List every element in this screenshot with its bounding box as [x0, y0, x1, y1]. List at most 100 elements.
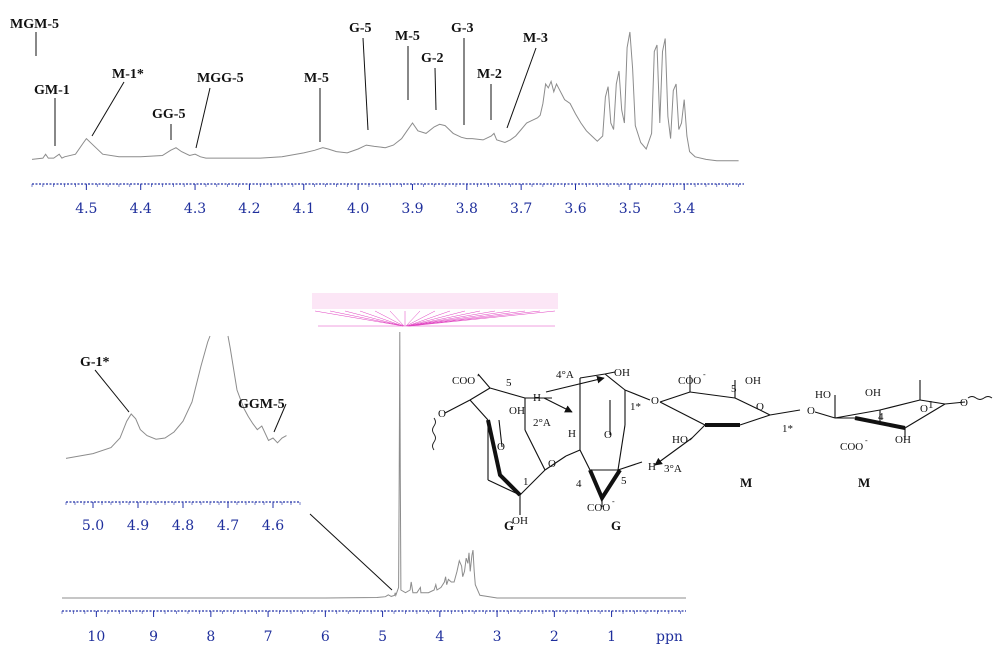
arrow-2a: [543, 397, 573, 413]
full-x-tick-labels: 10 9 8 7 6 5 4 3 2 1: [87, 629, 616, 645]
full-spectrum-panel: 10 9 8 7 6 5 4 3 2 1 ppn: [61, 293, 686, 645]
peak-leader-line: [506, 47, 537, 129]
full-x-axis: [61, 610, 686, 617]
x-tick-label: 4.0: [347, 201, 369, 217]
peak-leader-line: [91, 81, 125, 137]
peak-leader-line: [362, 37, 369, 131]
peak-label: G-3: [451, 21, 474, 36]
inset-connector-line: [309, 513, 393, 591]
peak-leader-line: [195, 87, 211, 149]
svg-text:OH: OH: [895, 434, 911, 446]
svg-text:OH: OH: [865, 387, 881, 399]
svg-text:4: 4: [576, 478, 582, 490]
svg-text:-: -: [703, 370, 706, 379]
svg-text:5: 5: [731, 383, 737, 395]
svg-text:OH: OH: [512, 515, 528, 527]
x-tick-label: 4.6: [262, 518, 284, 534]
x-tick-label: 4.5: [75, 201, 97, 217]
x-tick-label: 3.4: [673, 201, 695, 217]
svg-text:OH: OH: [745, 375, 761, 387]
x-tick-label: 1: [607, 629, 616, 645]
inset-peak-annotations: G-1* GGM-5: [80, 355, 287, 433]
svg-text:COO: COO: [678, 375, 701, 387]
svg-text:1*: 1*: [782, 423, 793, 435]
peak-label: GM-1: [34, 83, 70, 98]
g-ring-right: [565, 371, 651, 507]
peak-pick-markers: [314, 310, 556, 327]
inset-spectrum-line-right: [227, 335, 287, 444]
full-spectrum-line: [62, 331, 686, 599]
svg-text:-: -: [612, 497, 615, 506]
svg-text:2°A: 2°A: [533, 417, 551, 429]
structure-labels: COO - 5 H OH O O 1 O OH 4°A 2°A 3°A OH H…: [438, 367, 968, 533]
inset-x-axis: [65, 501, 301, 508]
x-tick-label: 3: [493, 629, 502, 645]
svg-text:HO: HO: [672, 434, 688, 446]
x-tick-label: 3.9: [401, 201, 423, 217]
peak-label: GG-5: [152, 107, 185, 122]
unit-label-m-2: M: [858, 475, 870, 490]
peak-label: GGM-5: [238, 397, 285, 412]
svg-text:5: 5: [506, 377, 512, 389]
peak-label: G-5: [349, 21, 372, 36]
peak-label: M-2: [477, 67, 502, 82]
peak-leader-line: [94, 369, 130, 413]
svg-text:O: O: [960, 397, 968, 409]
svg-text:1*: 1*: [630, 401, 641, 413]
peak-label: MGG-5: [197, 71, 244, 86]
inset-x-tick-labels: 5.0 4.9 4.8 4.7 4.6: [82, 518, 284, 534]
peak-label: M-1*: [112, 67, 144, 82]
svg-text:H: H: [648, 461, 656, 473]
svg-text:-: -: [865, 436, 868, 445]
svg-text:1: 1: [523, 476, 529, 488]
svg-text:OH: OH: [509, 405, 525, 417]
x-tick-label: 4.9: [127, 518, 149, 534]
svg-text:O: O: [438, 408, 446, 420]
m-ring-right: [814, 380, 993, 440]
x-tick-label: 3.8: [456, 201, 478, 217]
peak-label: M-5: [395, 29, 420, 44]
x-tick-label: 4.1: [293, 201, 315, 217]
x-tick-label: 5.0: [82, 518, 104, 534]
svg-text:O: O: [920, 403, 928, 415]
svg-text:5: 5: [621, 475, 627, 487]
x-tick-label: 7: [264, 629, 273, 645]
svg-text:3°A: 3°A: [664, 463, 682, 475]
x-tick-label: 4.4: [130, 201, 152, 217]
top-spectrum-line: [31, 31, 739, 162]
svg-text:O: O: [604, 429, 612, 441]
g-ring-left: [432, 373, 567, 515]
peak-leader-line: [273, 403, 287, 433]
peak-label: MGM-5: [10, 17, 59, 32]
top-spectrum-panel: 4.5 4.4 4.3 4.2 4.1 4.0 3.9 3.8 3.7 3.6 3.5 3.4 MGM…: [10, 17, 744, 217]
svg-text:COO: COO: [452, 375, 475, 387]
peak-pick-label-strip: [312, 293, 558, 309]
svg-text:H: H: [533, 392, 541, 404]
x-tick-label: 4.7: [217, 518, 239, 534]
peak-label: M-3: [523, 31, 548, 46]
svg-text:H: H: [568, 428, 576, 440]
svg-text:4: 4: [878, 411, 884, 423]
arrow-4a: [545, 375, 605, 393]
unit-label-m-1: M: [740, 475, 752, 490]
svg-text:O: O: [497, 441, 505, 453]
svg-text:-: -: [477, 371, 480, 380]
alginate-structure-diagram: [432, 371, 993, 515]
inset-spectrum-line-left: [65, 335, 211, 459]
top-x-axis: [31, 183, 744, 190]
svg-text:COO: COO: [840, 441, 863, 453]
x-tick-label: 4.8: [172, 518, 194, 534]
svg-text:COO: COO: [587, 502, 610, 514]
x-tick-label: 3.6: [564, 201, 586, 217]
svg-text:4°A: 4°A: [556, 369, 574, 381]
svg-text:OH: OH: [614, 367, 630, 379]
svg-text:1: 1: [928, 399, 934, 411]
x-tick-label: 2: [550, 629, 559, 645]
unit-label-g-1: G: [504, 518, 514, 533]
arrow-3a: [654, 437, 693, 466]
svg-text:O: O: [807, 405, 815, 417]
x-tick-label: 6: [321, 629, 330, 645]
x-tick-label: 4.3: [184, 201, 206, 217]
